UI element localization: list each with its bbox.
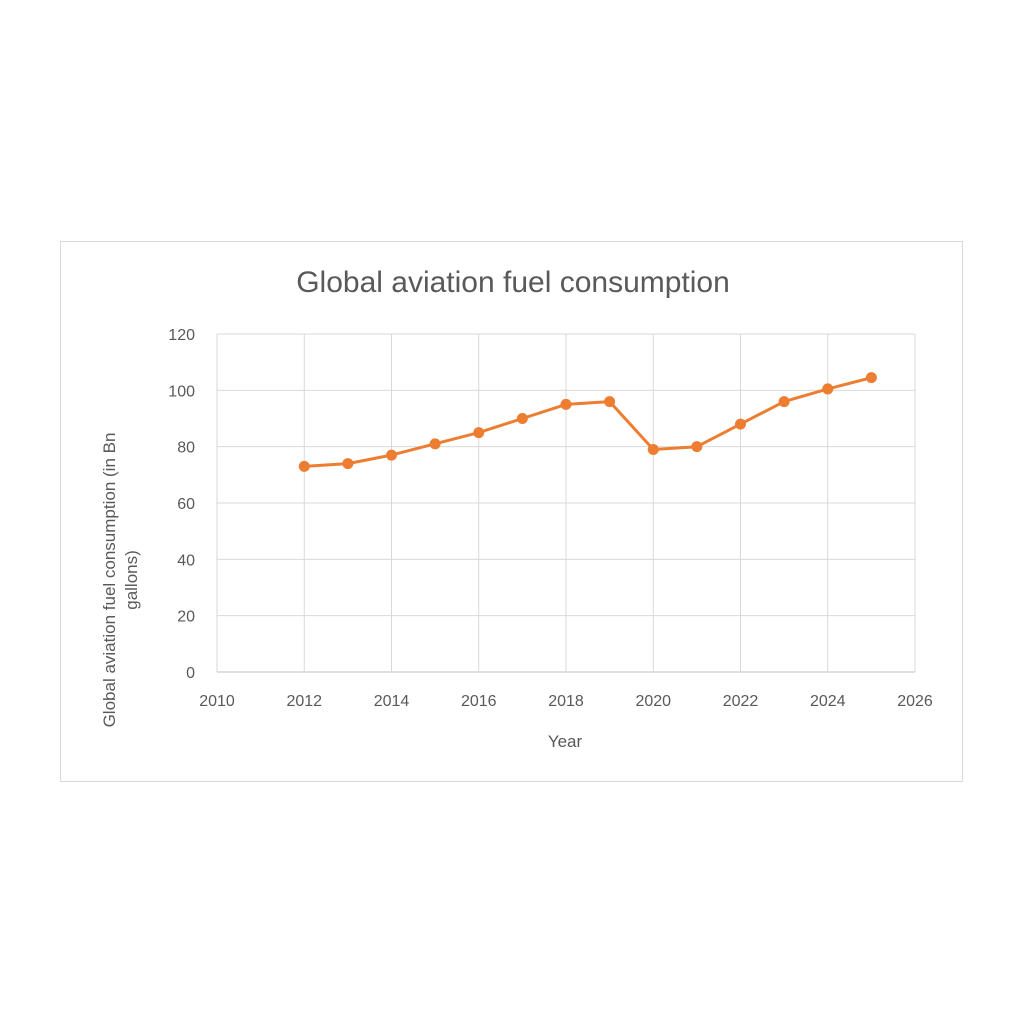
x-axis-title: Year	[548, 732, 583, 751]
data-point	[647, 443, 659, 455]
series-layer	[298, 372, 877, 472]
data-point	[386, 449, 397, 461]
y-tick-label: 0	[186, 665, 195, 682]
x-tick-label: 2022	[723, 693, 759, 710]
grid-layer	[216, 333, 916, 673]
y-tick-label: 100	[168, 383, 195, 400]
x-tick-label: 2010	[199, 693, 235, 710]
y-axis-title: Global aviation fuel consumption (in Bn …	[100, 433, 141, 728]
y-tick-label: 120	[168, 327, 195, 344]
y-axis-title-line-2: gallons)	[122, 550, 141, 610]
y-tick-label: 20	[177, 609, 195, 626]
chart-frame: Global aviation fuel consumption 0 20 40 60…	[60, 241, 963, 782]
y-tick-label: 60	[177, 496, 195, 513]
data-point	[560, 398, 572, 410]
data-point	[342, 458, 354, 470]
y-axis-title-line-1: Global aviation fuel consumption (in Bn	[100, 433, 119, 728]
data-point	[604, 396, 616, 408]
x-tick-label: 2014	[374, 693, 410, 710]
data-point	[298, 460, 310, 472]
tick-layer: 0 20 40 60 80 100 120 2010 2012 2014 2016 2018 2020 2…	[168, 327, 933, 710]
data-point	[516, 413, 528, 424]
data-point	[865, 372, 877, 384]
series-line	[304, 376, 872, 468]
x-tick-label: 2020	[635, 693, 671, 710]
x-tick-label: 2018	[548, 693, 584, 710]
data-point	[473, 427, 485, 439]
x-tick-label: 2012	[286, 693, 322, 710]
data-point	[691, 441, 703, 453]
data-point	[429, 438, 441, 450]
y-tick-label: 40	[177, 552, 195, 569]
data-point	[778, 396, 790, 408]
chart-svg: Global aviation fuel consumption 0 20 40 60…	[100, 266, 933, 751]
x-tick-label: 2024	[810, 693, 846, 710]
y-tick-label: 80	[177, 440, 195, 457]
data-point	[735, 418, 746, 430]
data-point	[822, 383, 834, 395]
chart-title: Global aviation fuel consumption	[296, 266, 730, 299]
x-tick-label: 2026	[897, 693, 933, 710]
x-tick-label: 2016	[461, 693, 497, 710]
